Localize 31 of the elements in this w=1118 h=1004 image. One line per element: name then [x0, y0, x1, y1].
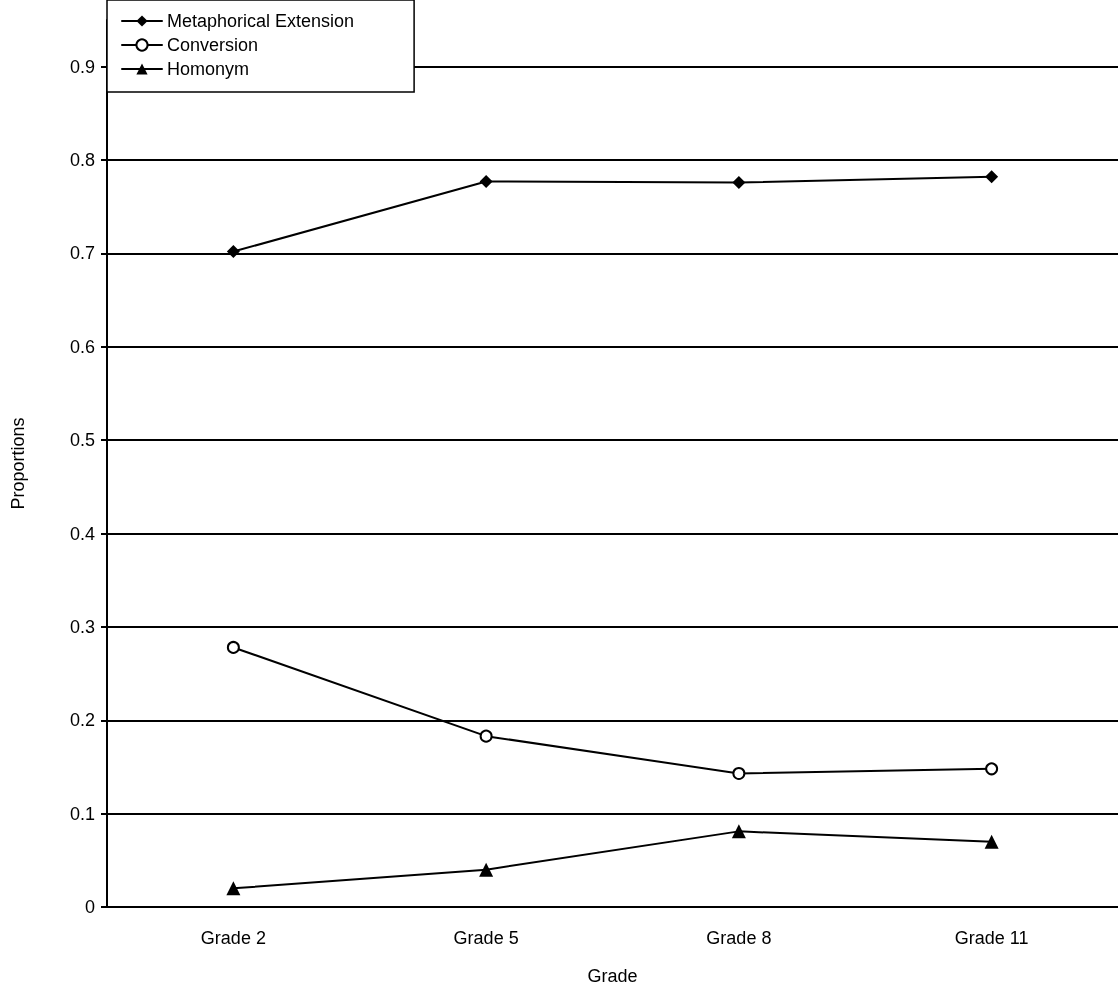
legend-label: Conversion: [167, 35, 259, 55]
x-axis-title: Grade: [587, 966, 638, 986]
y-axis-title: Proportions: [8, 417, 28, 510]
y-tick-label: 0.7: [69, 243, 95, 264]
x-tick-label: Grade 8: [706, 928, 772, 948]
point: [479, 175, 493, 189]
point: [226, 640, 240, 654]
y-tick-label: 0.3: [69, 616, 95, 637]
x-tick-label: Grade 5: [453, 928, 519, 948]
y-tick-label: 0.6: [69, 336, 95, 357]
x-tick-label: Grade 2: [200, 928, 266, 948]
legend-label: Metaphorical Extension: [167, 11, 355, 31]
point: [732, 175, 746, 189]
point: [226, 245, 240, 259]
y-tick-label: 0.4: [69, 523, 95, 544]
y-tick-label: 0.1: [69, 803, 95, 824]
point: [479, 729, 493, 743]
y-tick-label: 0: [84, 897, 95, 917]
point: [732, 766, 746, 780]
y-tick-label: 0.9: [69, 56, 95, 77]
point: [226, 881, 241, 896]
y-tick-label: 0.8: [69, 150, 95, 171]
point: [479, 862, 494, 877]
point: [731, 824, 746, 839]
point: [985, 762, 999, 776]
y-tick-label: 0.2: [69, 710, 95, 731]
y-tick-label: 0.5: [69, 430, 95, 451]
point: [985, 170, 999, 184]
legend-label: Homonym: [167, 59, 250, 79]
point: [984, 834, 999, 849]
x-tick-label: Grade 11: [954, 928, 1029, 948]
